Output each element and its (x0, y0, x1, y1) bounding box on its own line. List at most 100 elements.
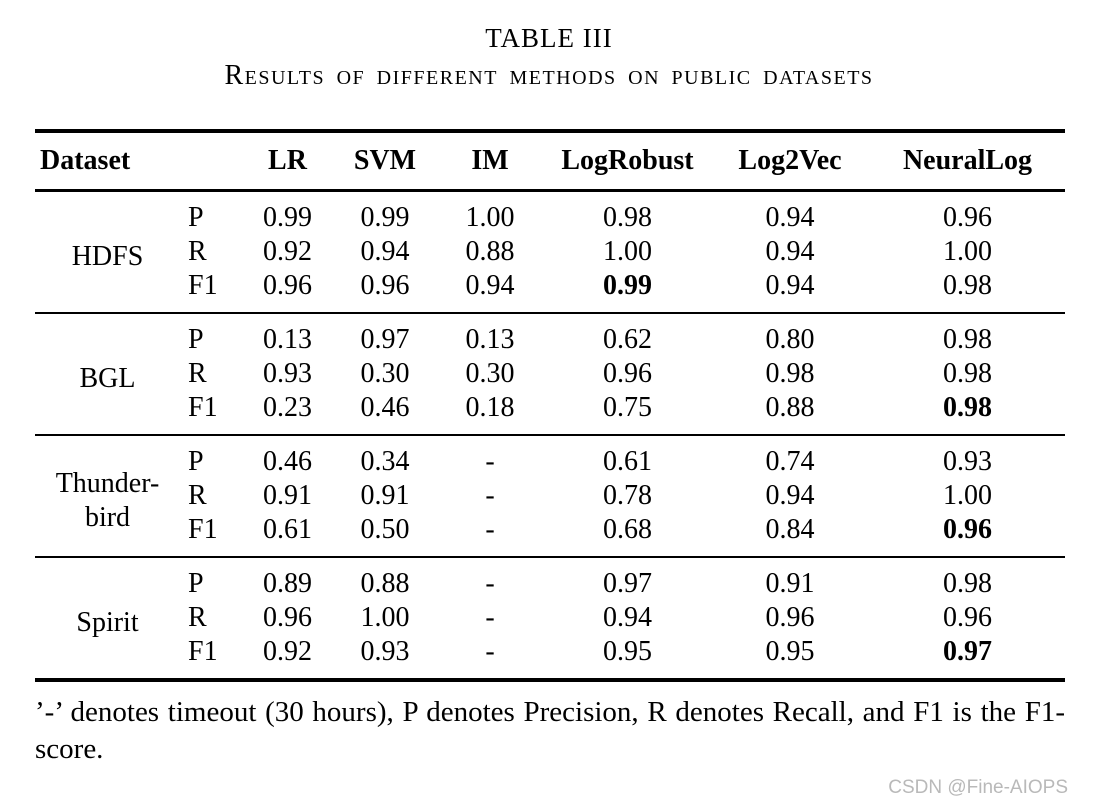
dataset-cell: HDFS (35, 189, 180, 313)
value-cell: 0.94 (765, 236, 815, 267)
value-cell: 0.99 (603, 270, 652, 301)
value-cell: 0.97 (335, 312, 435, 357)
value-cell: 0.98 (870, 556, 1065, 601)
value-cell: 0.94 (710, 189, 870, 235)
value-cell: 0.98 (545, 189, 710, 235)
value-cell: 0.99 (240, 189, 335, 235)
column-header-log2vec: Log2Vec (738, 145, 842, 176)
value-cell: 0.18 (465, 392, 515, 423)
value-cell: 0.96 (870, 189, 1065, 235)
value-cell: 0.98 (943, 358, 992, 389)
metric-cell: P (180, 189, 240, 235)
metric-cell: P (180, 556, 240, 601)
column-header-metric (180, 131, 240, 191)
column-header-lr: LR (268, 145, 307, 176)
value-cell: 0.95 (765, 636, 815, 667)
table-row: F1 0.61 0.50 - 0.68 0.84 0.96 (35, 513, 1065, 557)
value-cell: - (435, 556, 545, 601)
table-row: HDFS P 0.99 0.99 1.00 0.98 0.94 0.96 (35, 189, 1065, 313)
metric-cell: F1 (188, 270, 218, 301)
value-cell: 0.84 (765, 514, 815, 545)
value-cell: 0.94 (465, 270, 515, 301)
column-header-dataset: Dataset (40, 145, 131, 176)
table-title: TABLE III (485, 23, 613, 53)
value-cell: 1.00 (603, 236, 652, 267)
footnote: ’-’ denotes timeout (30 hours), P denote… (35, 696, 1065, 765)
metric-cell: F1 (188, 392, 218, 423)
value-cell: 0.46 (240, 434, 335, 479)
value-cell: 0.94 (765, 480, 815, 511)
value-cell: 0.94 (603, 602, 652, 633)
value-cell: 0.61 (263, 514, 312, 545)
value-cell: 1.00 (435, 189, 545, 235)
dataset-cell: Thunder-bird (35, 434, 180, 557)
value-cell: 0.96 (263, 270, 312, 301)
column-header-logrobust: LogRobust (561, 145, 694, 176)
column-header-im: IM (471, 145, 509, 176)
table-row: R 0.91 0.91 - 0.78 0.94 1.00 (35, 479, 1065, 513)
value-cell: 0.95 (603, 636, 652, 667)
value-cell: 0.92 (263, 636, 312, 667)
value-cell: 1.00 (943, 480, 992, 511)
metric-cell: R (188, 236, 207, 267)
value-cell: 0.96 (943, 602, 992, 633)
value-cell: 0.61 (545, 434, 710, 479)
results-table-body: HDFS P 0.99 0.99 1.00 0.98 0.94 0.96 R 0.92 0.94 0.… (35, 189, 1065, 680)
table-subtitle: Results of different methods on public d… (224, 60, 874, 91)
table-row: Thunder-bird P 0.46 0.34-0.61 0.74 0.93 (35, 434, 1065, 557)
metric-cell: R (188, 480, 207, 511)
value-cell: 0.13 (435, 312, 545, 357)
column-header-svm: SVM (353, 145, 417, 176)
value-cell: - (485, 636, 495, 667)
metric-cell: F1 (188, 514, 218, 545)
column-header-neurallog: NeuralLog (902, 145, 1033, 176)
table-row: R 0.96 1.00 - 0.94 0.96 0.96 (35, 601, 1065, 635)
value-cell: 0.98 (943, 392, 992, 423)
value-cell: 0.93 (360, 636, 410, 667)
metric-cell: F1 (188, 636, 218, 667)
value-cell: 0.91 (263, 480, 312, 511)
dataset-cell: BGL (35, 312, 180, 435)
value-cell: 0.97 (545, 556, 710, 601)
value-cell: 0.78 (603, 480, 652, 511)
value-cell: 0.30 (465, 358, 515, 389)
value-cell: 0.93 (263, 358, 312, 389)
value-cell: 0.74 (710, 434, 870, 479)
dataset-cell: Spirit (35, 556, 180, 680)
value-cell: - (485, 602, 495, 633)
watermark: CSDN @Fine-AIOPS (888, 777, 1068, 798)
value-cell: 0.62 (545, 312, 710, 357)
value-cell: 0.13 (240, 312, 335, 357)
value-cell: 0.89 (240, 556, 335, 601)
value-cell: - (485, 514, 495, 545)
value-cell: 0.99 (335, 189, 435, 235)
value-cell: 0.94 (360, 236, 410, 267)
metric-cell: R (188, 358, 207, 389)
value-cell: 0.93 (870, 434, 1065, 479)
value-cell: 0.75 (603, 392, 652, 423)
table-row: R 0.92 0.94 0.88 1.00 0.94 1.00 (35, 235, 1065, 269)
header-row: Dataset LR SVM IM LogRobust Log2Vec Neur… (35, 131, 1065, 191)
value-cell: 0.88 (465, 236, 515, 267)
value-cell: 1.00 (943, 236, 992, 267)
table-row: R 0.93 0.30 0.30 0.96 0.98 0.98 (35, 357, 1065, 391)
value-cell: 0.91 (710, 556, 870, 601)
table-row: F1 0.23 0.46 0.18 0.75 0.88 0.98 (35, 391, 1065, 435)
value-cell: 0.92 (263, 236, 312, 267)
value-cell: - (435, 434, 545, 479)
value-cell: 0.30 (360, 358, 410, 389)
value-cell: 0.68 (603, 514, 652, 545)
value-cell: 0.98 (765, 358, 815, 389)
value-cell: 0.94 (765, 270, 815, 301)
value-cell: 0.96 (263, 602, 312, 633)
value-cell: 0.46 (360, 392, 410, 423)
value-cell: 0.96 (603, 358, 652, 389)
value-cell: 0.23 (263, 392, 312, 423)
value-cell: 0.80 (710, 312, 870, 357)
metric-cell: R (188, 602, 207, 633)
value-cell: 0.98 (943, 270, 992, 301)
results-table: Dataset LR SVM IM LogRobust Log2Vec Neur… (35, 129, 1065, 682)
page: { "title": "TABLE III", "subtitle": "Res… (0, 22, 1098, 811)
value-cell: 0.98 (870, 312, 1065, 357)
value-cell: 0.50 (360, 514, 410, 545)
